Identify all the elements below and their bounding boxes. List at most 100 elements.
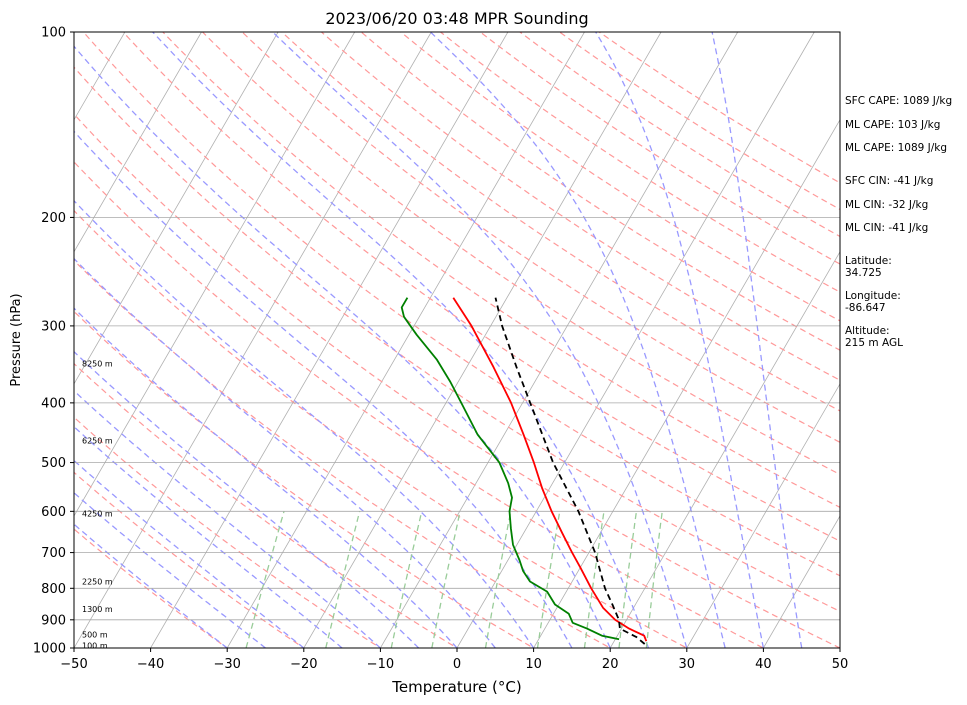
latitude-value: 34.725: [845, 267, 882, 279]
moist-adiabat-line: [74, 130, 573, 648]
sfc-cin-label: SFC CIN: -41 J/kg: [845, 175, 934, 187]
ml-cape-label-2: ML CAPE: 1089 J/kg: [845, 142, 948, 154]
height-labels: 100 m 500 m 1300 m 2250 m 4250 m 6250 m 8250 m: [82, 359, 113, 650]
mixing-ratio-line: [390, 511, 423, 648]
mixing-ratio-line: [484, 511, 512, 648]
isotherm-line: [533, 118, 840, 648]
isotherm-line: [686, 383, 840, 648]
isotherm-line: [226, 32, 585, 648]
dry-adiabat-line: [74, 259, 612, 648]
isotherm-line: [609, 251, 840, 648]
isotherm-line: [74, 32, 279, 385]
height-label: 8250 m: [82, 359, 113, 368]
altitude-caption: Altitude:: [845, 325, 890, 337]
height-label: 500 m: [82, 630, 108, 639]
y-tick-label: 200: [41, 211, 66, 226]
height-label: 2250 m: [82, 578, 113, 587]
x-axis-label: Temperature (°C): [391, 678, 521, 696]
dry-adiabat-line: [558, 32, 840, 211]
isotherm-line: [74, 32, 356, 517]
moist-adiabat-line: [711, 32, 803, 648]
y-tick-label: 100: [41, 26, 66, 41]
moist-adiabat-line: [74, 350, 420, 648]
dry-adiabat-line: [82, 32, 840, 577]
mixing-ratio-line: [645, 511, 663, 648]
dry-adiabat-line: [161, 32, 840, 508]
y-axis-label: Pressure (hPa): [9, 293, 24, 386]
latitude-caption: Latitude:: [845, 255, 892, 267]
x-tick-label: 0: [453, 657, 461, 672]
moist-adiabat-line: [74, 491, 266, 648]
dry-adiabat-line: [360, 32, 840, 351]
y-tick-label: 600: [41, 505, 66, 520]
dry-adiabat-line: [74, 113, 840, 648]
isotherm-line: [456, 32, 815, 648]
x-tick-label: −10: [367, 657, 394, 672]
isotherm-line: [74, 32, 432, 648]
x-tick-label: −50: [60, 657, 87, 672]
moist-adiabat-line: [595, 32, 765, 648]
longitude-caption: Longitude:: [845, 290, 901, 302]
dry-adiabat-line: [74, 528, 229, 648]
moist-adiabat-line: [74, 257, 496, 648]
moist-adiabat-line: [74, 459, 305, 648]
moist-adiabat-line: [152, 32, 650, 648]
dewpoint-line: [400, 297, 620, 641]
profile-lines: [400, 297, 648, 645]
plot-frame: [73, 31, 841, 649]
y-tick-label: 500: [41, 456, 66, 471]
ml-cin-label: ML CIN: -32 J/kg: [845, 199, 929, 211]
y-tick-label: 800: [41, 582, 66, 597]
moist-adiabat-line: [74, 45, 611, 648]
dry-adiabat-line: [399, 32, 840, 322]
x-axis: −50 −40 −30 −20 −10 0 10 20 30 40 50: [60, 648, 848, 672]
x-tick-label: 20: [602, 657, 619, 672]
height-label: 1300 m: [82, 605, 113, 614]
background-lines: [74, 32, 840, 648]
moist-adiabat-line: [272, 32, 688, 648]
x-tick-label: 10: [525, 657, 542, 672]
y-tick-label: 1000: [33, 642, 66, 657]
chart-title: 2023/06/20 03:48 MPR Sounding: [325, 9, 588, 28]
dry-adiabat-line: [280, 32, 840, 412]
dry-adiabat-line: [598, 32, 840, 184]
moist-adiabat-line: [74, 199, 535, 648]
parcel-line: [494, 297, 646, 645]
altitude-value: 215 m AGL: [845, 337, 903, 349]
moist-adiabat-line: [74, 307, 458, 648]
y-tick-label: 900: [41, 613, 66, 628]
dry-adiabat-line: [74, 209, 689, 648]
y-tick-label: 700: [41, 546, 66, 561]
moist-adiabat-line: [74, 425, 343, 648]
x-tick-label: −30: [213, 657, 240, 672]
height-label: 100 m: [82, 641, 108, 650]
y-tick-label: 300: [41, 319, 66, 334]
dry-adiabat-line: [241, 32, 840, 443]
mixing-ratio-line: [325, 511, 361, 648]
dry-adiabat-line: [74, 161, 765, 648]
moist-adiabat-line: [430, 32, 726, 648]
pressure-gridlines: [74, 32, 840, 648]
temperature-line: [452, 297, 648, 642]
x-tick-label: −20: [290, 657, 317, 672]
dry-adiabat-line: [74, 416, 382, 648]
ml-cape-label: ML CAPE: 103 J/kg: [845, 119, 941, 131]
moist-adiabat-line: [74, 389, 381, 648]
height-label: 4250 m: [82, 510, 113, 519]
dry-adiabat-line: [74, 310, 535, 648]
y-tick-label: 400: [41, 396, 66, 411]
isotherm-line: [380, 32, 739, 648]
moist-adiabat-line: [74, 523, 228, 648]
x-tick-label: −40: [137, 657, 164, 672]
dry-adiabat-line: [74, 362, 459, 648]
x-tick-label: 50: [832, 657, 849, 672]
x-tick-label: 30: [679, 657, 696, 672]
y-axis: 1000 900 800 700 600 500 400 300 200 100: [33, 26, 74, 657]
isotherm-line: [303, 32, 662, 648]
isotherm-line: [763, 515, 840, 648]
ml-cin-label-2: ML CIN: -41 J/kg: [845, 222, 929, 234]
dry-adiabat-line: [122, 32, 840, 542]
isotherm-line: [150, 32, 509, 648]
dry-adiabat-line: [74, 471, 305, 648]
